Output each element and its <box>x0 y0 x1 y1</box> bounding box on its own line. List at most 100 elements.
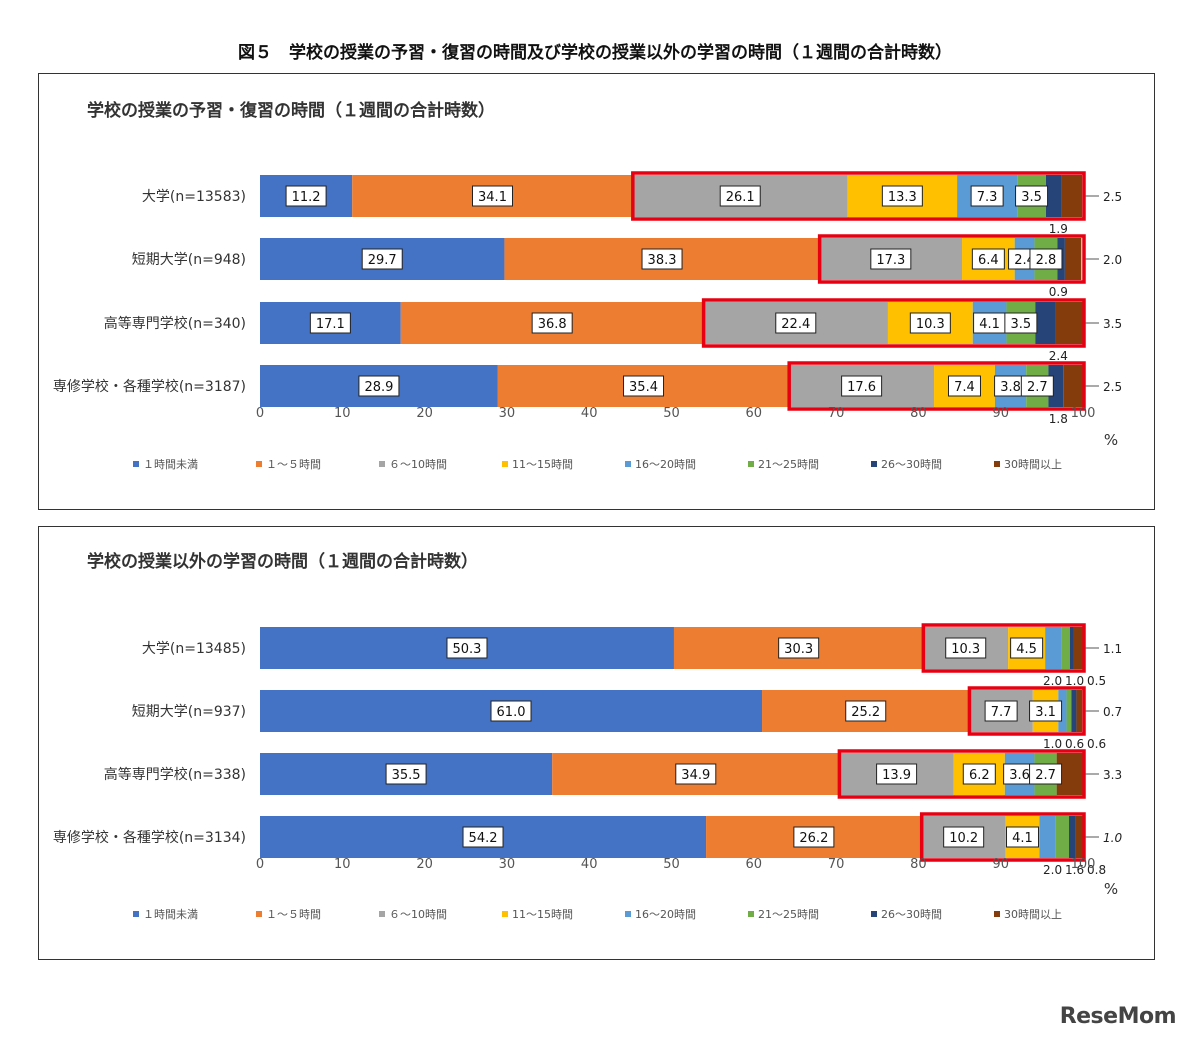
data-label-text: 3.6 <box>1009 768 1030 783</box>
chart-panel-study-prep-review: 学校の授業の予習・復習の時間（１週間の合計時数） 大学(n=13583) 11.2… <box>38 73 1155 510</box>
legend-label: ６～10時間 <box>389 458 447 471</box>
data-label: 7.7 <box>984 700 1018 722</box>
bar-row: 短期大学(n=937) 61.0 25.2 7.7 3.1 0.71.0 0.6 0.6 <box>132 686 1122 751</box>
x-tick-label: 80 <box>910 857 927 872</box>
bar-segment <box>1071 690 1077 732</box>
data-label-text: 26.1 <box>726 190 755 205</box>
data-label-text: 7.4 <box>954 380 975 395</box>
data-label: 10.3 <box>945 637 987 659</box>
legend-item: １時間未満 <box>133 908 198 921</box>
x-tick-label: 0 <box>256 406 264 421</box>
legend-label: １時間未満 <box>143 458 198 471</box>
legend-swatch <box>748 461 754 467</box>
data-label-box <box>970 185 1004 207</box>
data-label-text: 25.2 <box>851 705 880 720</box>
legend-item: 21～25時間 <box>748 908 819 921</box>
legend-swatch <box>625 461 631 467</box>
data-label: 17.1 <box>309 312 351 334</box>
chart-title: 学校の授業の予習・復習の時間（１週間の合計時数） <box>87 101 495 121</box>
highlight-box <box>631 171 1086 221</box>
x-tick-label: 100 <box>1071 406 1096 421</box>
highlight-box <box>921 623 1086 673</box>
below-data-label: 2.0 <box>1043 674 1062 688</box>
data-label: 29.7 <box>361 248 403 270</box>
bar-segment <box>1058 690 1067 732</box>
data-label-box <box>841 375 883 397</box>
data-label-box <box>870 248 912 270</box>
category-label: 高等専門学校(n=340) <box>104 315 246 332</box>
data-label-box <box>984 700 1018 722</box>
bar-row: 短期大学(n=948) 29.7 38.3 17.3 6.4 2.4 2.8 2.00.9 <box>132 234 1122 299</box>
bar-segment <box>1035 302 1056 344</box>
data-label: 4.1 <box>973 312 1007 334</box>
data-label-text: 4.1 <box>979 317 1000 332</box>
data-label: 25.2 <box>845 700 887 722</box>
x-tick-label: 20 <box>416 406 433 421</box>
bar-row: 高等専門学校(n=340) 17.1 36.8 22.4 10.3 4.1 3.5 3.5 2.… <box>104 298 1122 363</box>
outside-data-label: 1.1 <box>1103 642 1122 656</box>
outside-data-label: 2.5 <box>1103 190 1122 204</box>
data-label: 36.8 <box>531 312 573 334</box>
data-label: 2.7 <box>1020 375 1054 397</box>
bar-segment <box>1075 816 1084 858</box>
below-data-label: 1.6 <box>1065 863 1084 877</box>
data-label-text: 50.3 <box>453 642 482 657</box>
data-label: 17.3 <box>870 248 912 270</box>
x-tick-label: 40 <box>581 406 598 421</box>
data-label-box <box>845 700 887 722</box>
data-label: 7.3 <box>970 185 1004 207</box>
data-label-text: 11.2 <box>292 190 321 205</box>
outside-data-label: 3.5 <box>1103 317 1122 331</box>
data-label: 3.5 <box>1004 312 1038 334</box>
x-tick-label: 90 <box>992 406 1009 421</box>
data-label: 6.2 <box>962 763 996 785</box>
x-tick-label: 0 <box>256 857 264 872</box>
data-label-text: 3.5 <box>1011 317 1032 332</box>
data-label-text: 6.4 <box>978 253 999 268</box>
highlight-box <box>919 812 1086 862</box>
data-label-box <box>285 185 327 207</box>
data-label-text: 13.9 <box>882 768 911 783</box>
data-label-text: 13.3 <box>888 190 917 205</box>
data-label: 3.5 <box>1015 185 1049 207</box>
x-tick-label: 40 <box>581 857 598 872</box>
data-label-box <box>462 826 504 848</box>
bar-segment <box>1061 627 1070 669</box>
stacked-bar-chart: 大学(n=13485) 50.3 30.3 10.3 4.5 1.12.0 1.0 0.5短期… <box>53 623 1122 921</box>
data-label: 22.4 <box>775 312 817 334</box>
highlight-box <box>817 234 1086 284</box>
below-data-label: 0.6 <box>1087 737 1106 751</box>
legend-label: 26～30時間 <box>881 458 942 471</box>
x-tick-label: 30 <box>499 406 516 421</box>
x-unit-label: % <box>1104 880 1118 898</box>
below-data-label: 0.5 <box>1087 674 1106 688</box>
category-label: 専修学校・各種学校(n=3134) <box>53 829 246 846</box>
data-label-text: 17.6 <box>847 380 876 395</box>
legend-item: 16～20時間 <box>625 908 696 921</box>
legend-item: 30時間以上 <box>994 458 1062 471</box>
category-label: 大学(n=13485) <box>142 641 246 657</box>
data-label: 26.2 <box>793 826 835 848</box>
bar-row: 専修学校・各種学校(n=3187) 28.9 35.4 17.6 7.4 3.8 2.7 2.… <box>53 361 1122 426</box>
legend-swatch <box>256 911 262 917</box>
legend-item: １時間未満 <box>133 458 198 471</box>
data-label-box <box>909 312 951 334</box>
outside-data-label: 2.0 <box>1103 253 1122 267</box>
data-label-box <box>1006 826 1040 848</box>
bar-segment <box>1066 690 1072 732</box>
data-label-box <box>675 763 717 785</box>
legend-swatch <box>256 461 262 467</box>
data-label: 28.9 <box>358 375 400 397</box>
data-label: 11.2 <box>285 185 327 207</box>
x-tick-label: 10 <box>334 406 351 421</box>
legend-swatch <box>379 911 385 917</box>
data-label-text: 3.8 <box>1000 380 1021 395</box>
data-label-text: 6.2 <box>969 768 990 783</box>
legend-label: 21～25時間 <box>758 458 819 471</box>
data-label: 13.3 <box>881 185 923 207</box>
bar-segment <box>1073 627 1083 669</box>
data-label-text: 38.3 <box>648 253 677 268</box>
data-label: 34.9 <box>675 763 717 785</box>
x-tick-label: 30 <box>499 857 516 872</box>
legend-swatch <box>748 911 754 917</box>
